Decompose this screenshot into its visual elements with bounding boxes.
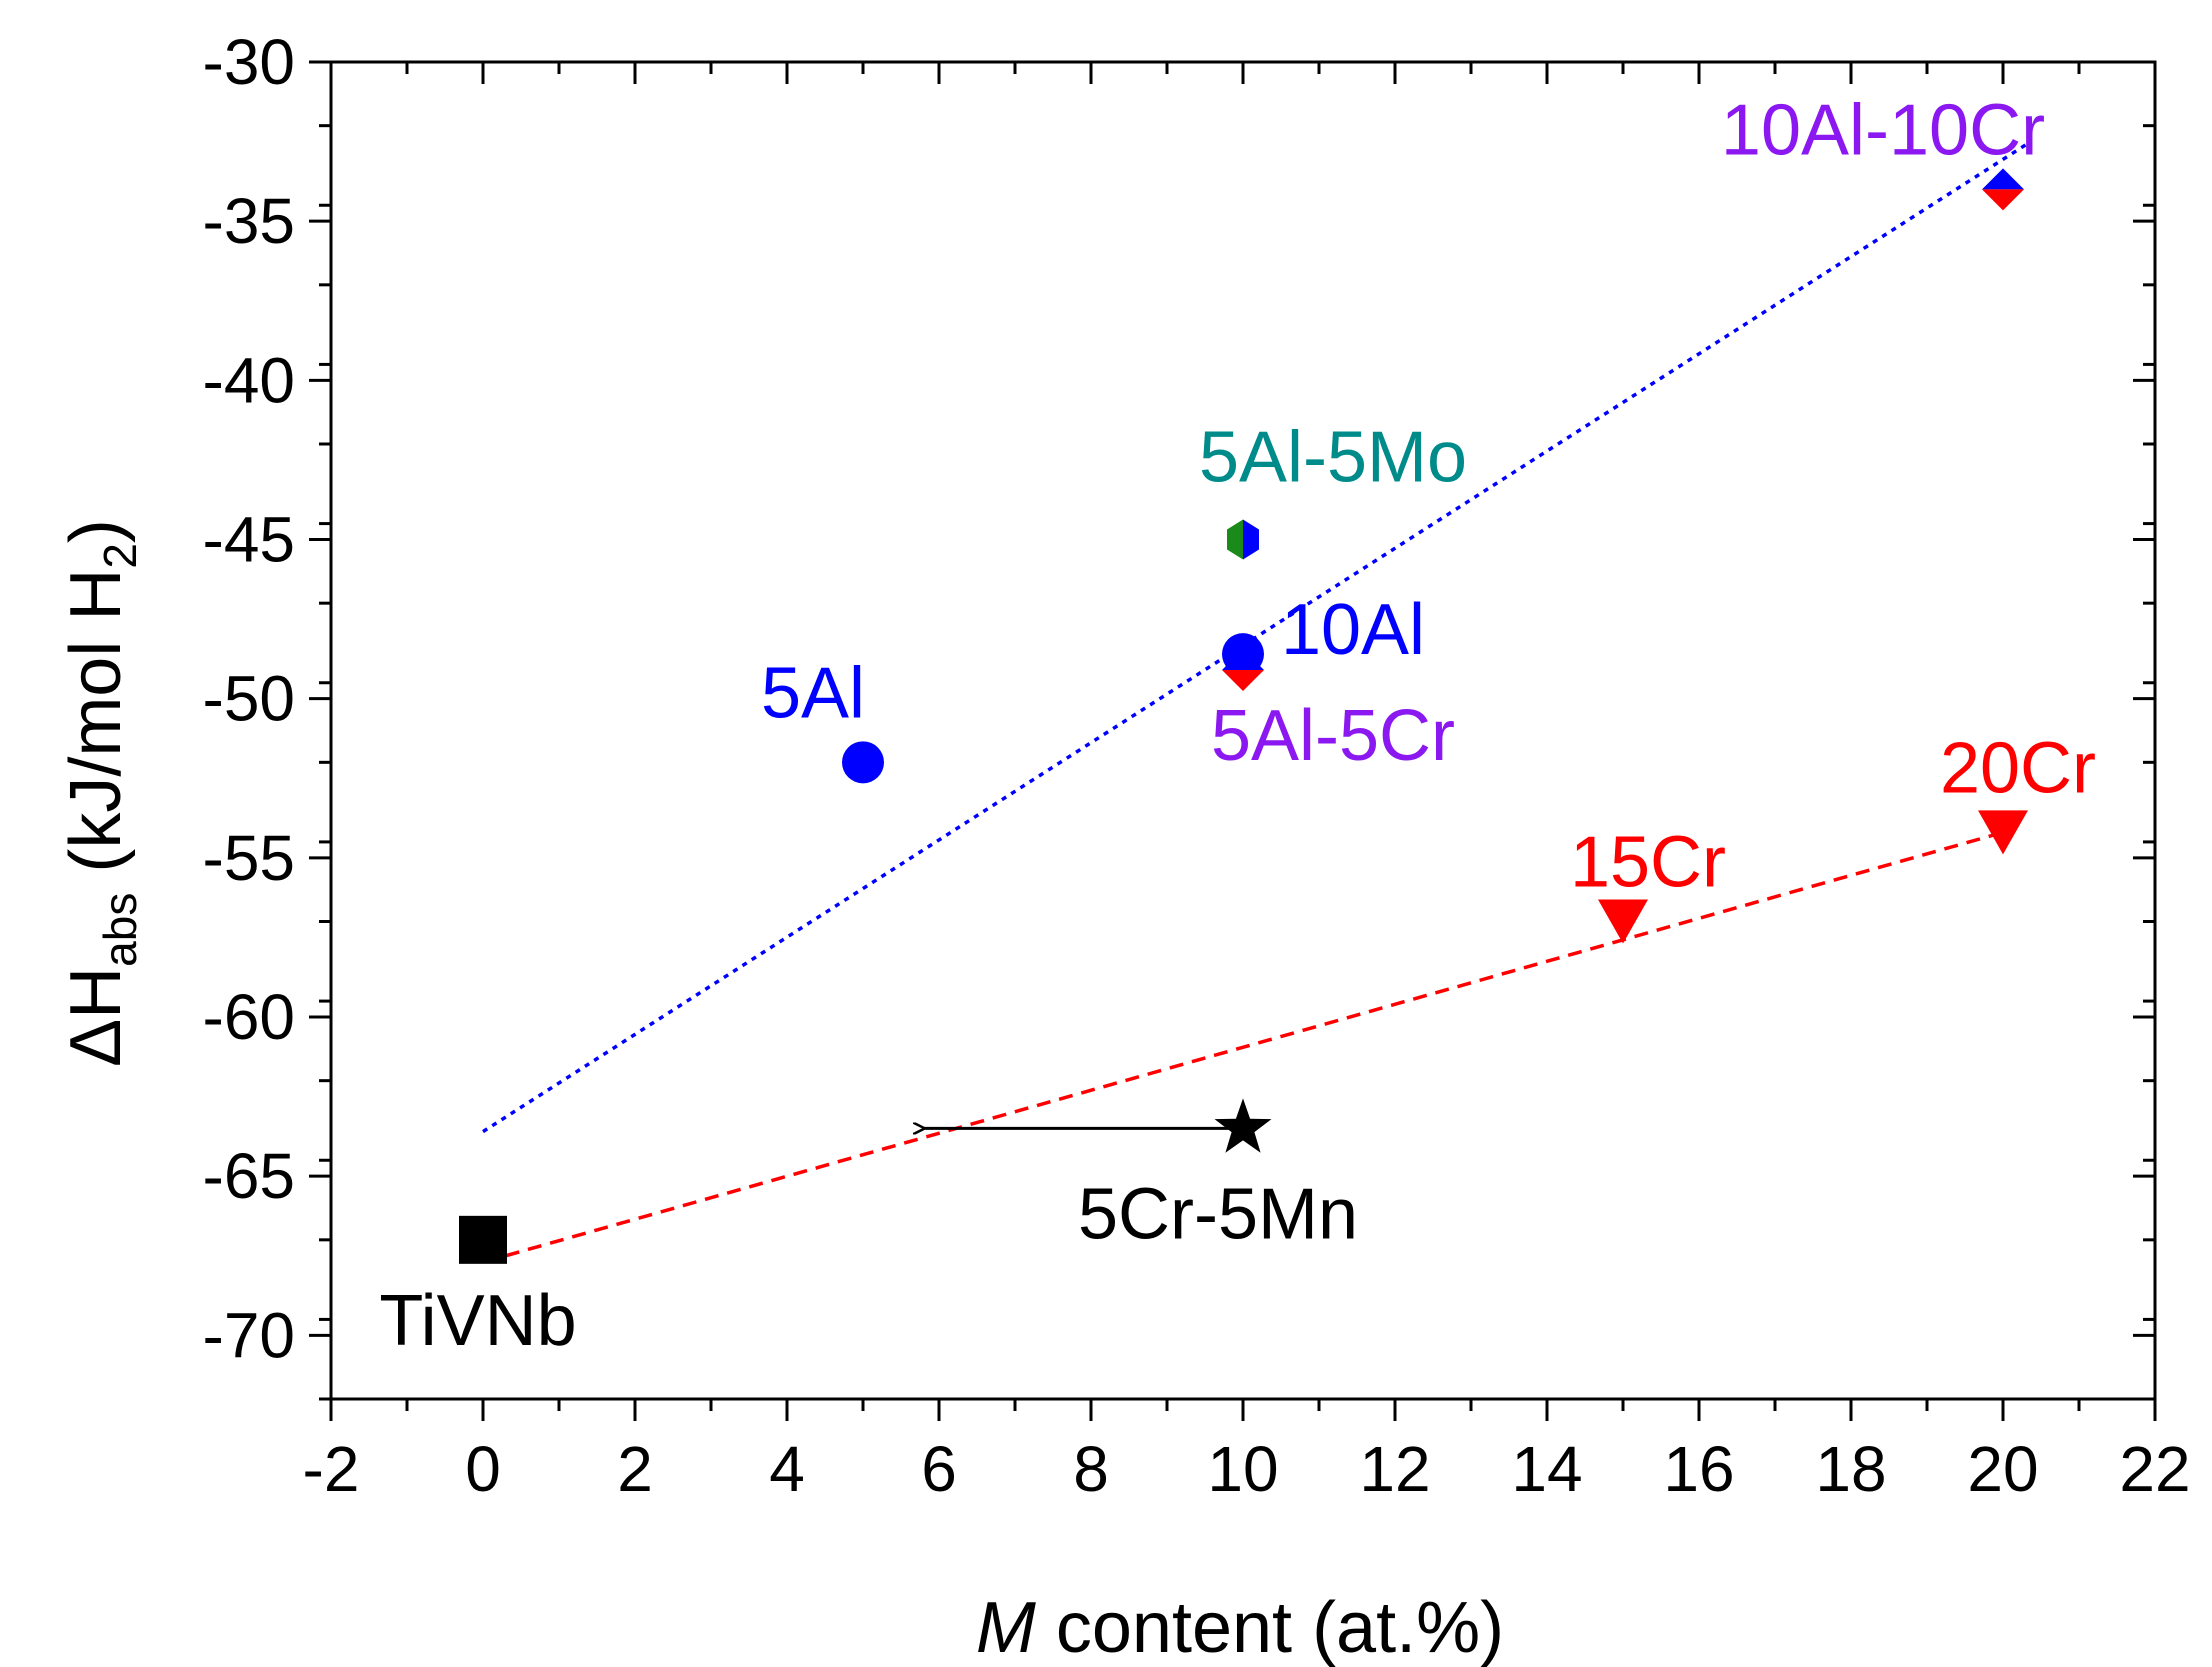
point-label-5al-5cr: 5Al-5Cr: [1211, 696, 1455, 776]
x-tick-label: 16: [1663, 1433, 1734, 1505]
y-tick-label: -35: [203, 185, 296, 257]
y-tick-label: -60: [203, 981, 296, 1053]
fit-line-red-dashed: [505, 830, 2004, 1258]
y-axis-title-mid: (kJ/mol H: [56, 569, 136, 893]
y-tick-label: -65: [203, 1140, 296, 1212]
y-tick-label: -55: [203, 822, 296, 894]
point-label-10al-10cr: 10Al-10Cr: [1721, 90, 2045, 170]
point-label-tivnb: TiVNb: [379, 1281, 576, 1361]
point-label-10al: 10Al: [1281, 590, 1425, 670]
x-axis-title-rest: content (at.%): [1036, 1588, 1504, 1667]
marker-5al: [842, 741, 884, 784]
marker-5al-5cr-top: [1222, 649, 1264, 671]
point-label-20cr: 20Cr: [1940, 728, 2096, 808]
y-axis-title-main: ΔH: [56, 967, 136, 1067]
marker-15cr: [1598, 899, 1648, 944]
marker-tivnb: [459, 1215, 507, 1264]
marker-5cr-5mn: [1214, 1098, 1272, 1153]
y-axis-title: ΔHabs (kJ/mol H2): [56, 519, 146, 1067]
marker-5al-5mo-left: [1227, 519, 1243, 560]
y-tick-label: -30: [203, 26, 296, 98]
y-tick-label: -45: [203, 504, 296, 576]
y-tick-label: -40: [203, 344, 296, 416]
point-label-15cr: 15Cr: [1570, 823, 1726, 903]
x-tick-label: 18: [1815, 1433, 1886, 1505]
point-label-5cr-5mn: 5Cr-5Mn: [1078, 1174, 1358, 1254]
y-axis-title-end: ): [56, 519, 136, 543]
y-axis-title-sub2: 2: [94, 543, 146, 569]
x-tick-label: 20: [1967, 1433, 2038, 1505]
x-axis-title: M content (at.%): [976, 1588, 1504, 1667]
marker-5al-5cr-bottom: [1222, 670, 1264, 692]
y-axis-title-sub1: abs: [94, 893, 146, 967]
marker-10al-10cr-top: [1982, 168, 2024, 190]
y-tick-label: -50: [203, 663, 296, 735]
x-tick-label: 8: [1073, 1433, 1109, 1505]
x-axis-title-italic: M: [976, 1588, 1036, 1667]
point-label-5al: 5Al: [761, 653, 865, 733]
y-tick-label: -70: [203, 1299, 296, 1371]
x-tick-label: 4: [769, 1433, 805, 1505]
marker-10al-10cr-bottom: [1982, 189, 2024, 211]
x-tick-label: 12: [1359, 1433, 1430, 1505]
x-tick-label: 0: [465, 1433, 501, 1505]
x-tick-label: 22: [2119, 1433, 2190, 1505]
x-tick-label: 6: [921, 1433, 957, 1505]
plot-area: -2 0 2 4 6 8 10 12 14 16 18 20 22 -70 -65 -60 -55 -50 -45 -…: [203, 26, 2191, 1505]
x-tick-label: 2: [617, 1433, 653, 1505]
x-tick-label: 14: [1511, 1433, 1582, 1505]
marker-20cr: [1978, 810, 2028, 855]
marker-5al-5mo-right: [1243, 519, 1259, 560]
x-tick-label: 10: [1207, 1433, 1278, 1505]
x-tick-label: -2: [303, 1433, 360, 1505]
point-label-5al-5mo: 5Al-5Mo: [1199, 418, 1467, 498]
